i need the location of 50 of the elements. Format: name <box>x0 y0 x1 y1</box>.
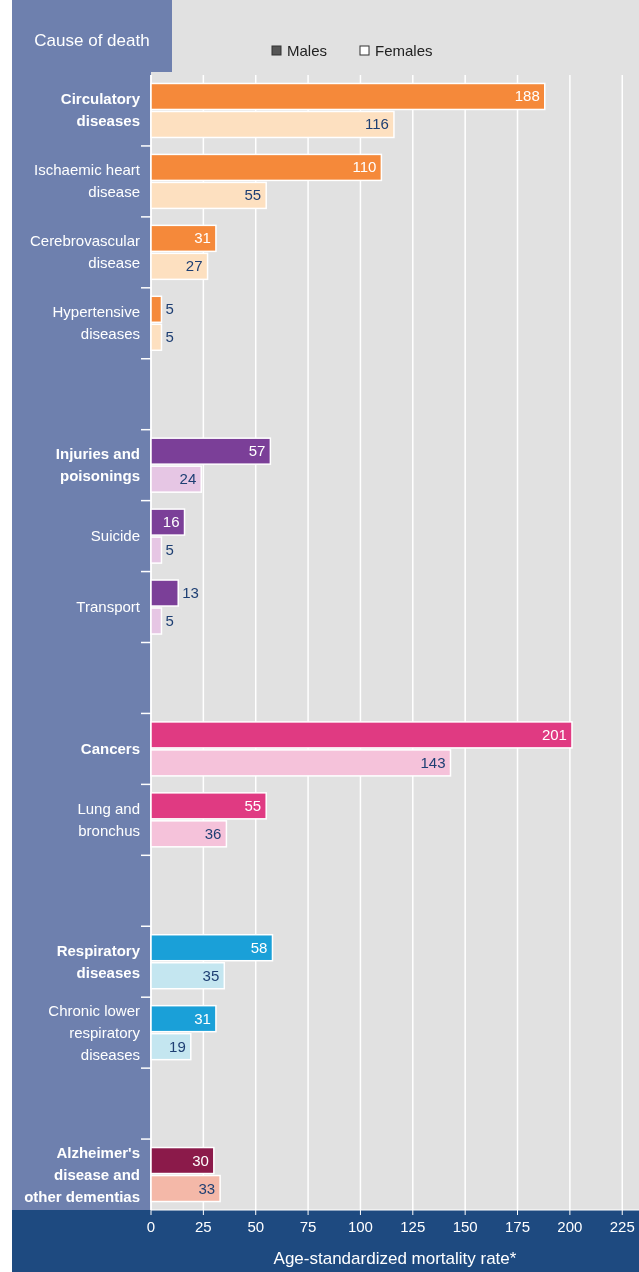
data-label: 57 <box>248 442 266 460</box>
data-label: 110 <box>352 158 377 176</box>
y-tick-label: Cerebrovascular disease <box>29 232 140 272</box>
data-label: 5 <box>165 328 174 346</box>
y-tick-label: Injuries and poisonings <box>55 445 140 485</box>
data-label: 58 <box>250 938 268 956</box>
data-label: 143 <box>420 753 446 771</box>
data-label: 31 <box>194 229 211 247</box>
data-label: 19 <box>169 1037 186 1055</box>
data-label: 188 <box>514 87 540 105</box>
data-label: 55 <box>244 186 262 204</box>
x-axis-title: Age-standardized mortality rate* <box>273 1249 517 1268</box>
data-label: 201 <box>541 725 567 743</box>
x-tick-label: 150 <box>452 1218 478 1235</box>
x-tick-label: 25 <box>195 1218 212 1235</box>
data-label: 36 <box>204 824 222 842</box>
data-label: 5 <box>165 300 174 318</box>
y-tick-label: Chronic lower respiratory diseases <box>48 1001 141 1063</box>
data-label: 55 <box>244 796 262 814</box>
data-label: 30 <box>192 1151 209 1169</box>
data-label: 5 <box>165 541 174 559</box>
x-tick-label: 75 <box>299 1218 317 1235</box>
data-label: 33 <box>198 1179 216 1197</box>
y-tick-label: Ischaemic heart disease <box>34 161 141 201</box>
data-label: 16 <box>162 513 180 531</box>
y-tick-label: Hypertensive diseases <box>52 303 140 343</box>
y-tick-label: Lung and bronchus <box>77 799 140 839</box>
x-tick-label: 175 <box>505 1218 531 1235</box>
x-tick-label: 225 <box>609 1218 635 1235</box>
data-label: 24 <box>179 470 197 488</box>
x-tick-label: 50 <box>247 1218 265 1235</box>
x-tick-label: 0 <box>146 1218 156 1235</box>
x-tick-label: 100 <box>347 1218 373 1235</box>
data-label: 27 <box>185 257 203 275</box>
y-tick-label: Respiratory diseases <box>56 941 141 981</box>
text: Females <box>375 42 433 59</box>
data-label: 116 <box>365 115 389 133</box>
data-label: 5 <box>165 612 174 630</box>
y-tick-label: Circulatory diseases <box>60 90 141 130</box>
series-label: Males <box>287 42 328 59</box>
x-tick-label: 200 <box>557 1218 583 1235</box>
data-label: 35 <box>202 966 220 984</box>
data-label: 31 <box>194 1009 211 1027</box>
y-tick-label: Cancers <box>80 739 140 757</box>
x-tick-label: 125 <box>400 1218 426 1235</box>
y-tick-label: Alzheimer's disease and other dementias <box>24 1143 140 1205</box>
data-label: 13 <box>182 584 199 602</box>
y-tick-label: Transport <box>76 598 141 616</box>
y-axis-title: Cause of death <box>34 31 150 50</box>
y-tick-label: Suicide <box>90 527 140 545</box>
